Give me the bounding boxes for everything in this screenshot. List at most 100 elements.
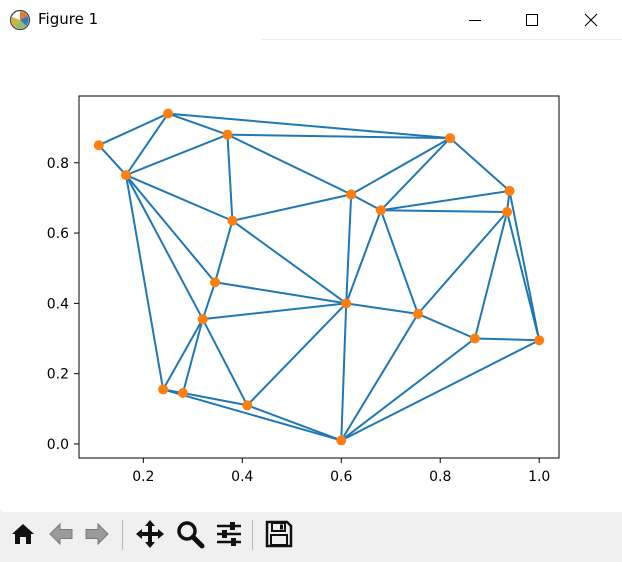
triangulation-edge: [340, 337, 476, 442]
toolbar-separator: [252, 520, 253, 550]
triangulation-edge: [125, 174, 233, 222]
data-point: [534, 335, 545, 346]
x-tick-label: 0.2: [132, 469, 154, 485]
data-point: [412, 308, 423, 319]
triangulation-edge: [506, 211, 541, 341]
triangulation-edge: [350, 137, 451, 196]
maximize-button[interactable]: [503, 0, 561, 39]
triangulation-edge: [350, 193, 382, 212]
y-tick-label: 0.6: [47, 226, 69, 242]
close-icon: [584, 13, 598, 26]
triangulation-edge: [246, 302, 347, 406]
triangulation-edge: [346, 302, 419, 315]
triangulation-edge: [345, 194, 353, 304]
pan-button[interactable]: [133, 516, 167, 552]
window-title: Figure 1: [38, 10, 99, 28]
zoom-button[interactable]: [173, 516, 207, 552]
data-point: [177, 387, 188, 398]
x-tick-label: 1.0: [528, 469, 550, 485]
data-point: [445, 133, 456, 144]
triangulation-edge: [227, 133, 451, 140]
triangulation-edge: [379, 209, 419, 315]
data-point: [346, 189, 357, 200]
back-button[interactable]: [44, 516, 78, 552]
toolbar-separator: [122, 520, 123, 550]
configure-subplots-button[interactable]: [212, 516, 246, 552]
magnifier-icon: [177, 521, 205, 549]
triangulation-edge: [231, 219, 347, 305]
y-tick-label: 0.4: [47, 296, 69, 312]
data-point: [336, 435, 347, 446]
data-point: [158, 384, 169, 395]
triangulation-edge: [125, 133, 228, 177]
sliders-icon: [217, 522, 241, 546]
y-tick-label: 0.0: [47, 437, 69, 453]
minimize-button[interactable]: [446, 0, 504, 39]
triangulation-edge: [201, 281, 217, 320]
data-point: [121, 170, 132, 181]
data-point: [504, 185, 515, 196]
arrow-right-icon: [85, 522, 109, 546]
axes-frame: [78, 95, 560, 459]
triangulation-edge: [449, 137, 511, 192]
data-point: [502, 206, 513, 217]
figure-canvas[interactable]: 0.2 0.4 0.6 0.8 1.0 0.0 0.2 0.4 0.6 0.8: [0, 40, 622, 510]
data-point: [341, 298, 352, 309]
triangulation-edge: [417, 312, 476, 340]
arrow-left-icon: [49, 522, 73, 546]
save-button[interactable]: [262, 516, 296, 552]
data-point: [163, 108, 174, 119]
triangulation-edge: [227, 133, 352, 196]
y-tick-label: 0.8: [47, 156, 69, 172]
triangulation-edge: [201, 318, 249, 406]
delaunay-plot: 0.2 0.4 0.6 0.8 1.0 0.0 0.2 0.4 0.6 0.8: [47, 95, 560, 485]
floppy-disk-icon: [265, 520, 293, 548]
maximize-icon: [526, 13, 538, 26]
triangulation-edge: [181, 318, 204, 394]
minimize-icon: [469, 19, 481, 21]
triangulation-edge: [340, 303, 348, 441]
data-point: [469, 333, 480, 344]
triangulation-edge: [214, 281, 347, 305]
data-point: [197, 314, 208, 325]
triangulation-edge: [162, 388, 342, 442]
title-separator: [262, 39, 622, 40]
triangulation-edge: [125, 174, 216, 283]
y-tick-label: 0.2: [47, 367, 69, 383]
triangulation-edge: [473, 211, 509, 339]
close-button[interactable]: [562, 0, 620, 39]
move-icon: [136, 520, 164, 548]
home-icon: [12, 524, 34, 544]
triangulation-edge: [340, 313, 419, 441]
triangulation-edges: [98, 112, 541, 442]
triangulation-edge: [508, 190, 541, 341]
triangulation-edge: [380, 189, 510, 212]
triangulation-edge: [98, 144, 127, 176]
data-point: [222, 129, 233, 140]
x-axis-ticks: 0.2 0.4 0.6 0.8 1.0: [132, 458, 550, 485]
data-point: [93, 140, 104, 151]
triangulation-edge: [226, 134, 234, 221]
triangulation-edge: [246, 404, 342, 442]
home-button[interactable]: [6, 516, 40, 552]
navigation-toolbar: [0, 512, 622, 562]
matplotlib-logo-icon: [9, 9, 31, 31]
triangulation-edge: [202, 302, 347, 321]
data-point: [242, 400, 253, 411]
forward-button[interactable]: [80, 516, 114, 552]
triangulation-edge: [98, 112, 169, 147]
triangulation-edge: [125, 113, 169, 176]
triangulation-edge: [474, 337, 540, 342]
triangulation-edge: [125, 174, 204, 320]
title-bar: Figure 1: [0, 0, 622, 39]
data-point: [210, 277, 221, 288]
y-axis-ticks: 0.0 0.2 0.4 0.6 0.8: [47, 156, 79, 453]
triangulation-edge: [214, 220, 234, 283]
triangulation-edge: [380, 209, 508, 213]
x-tick-label: 0.4: [231, 469, 253, 485]
triangulation-edge: [232, 193, 352, 222]
triangulation-edge: [167, 112, 451, 140]
triangulation-edge: [340, 339, 540, 442]
triangulation-edge: [417, 211, 508, 315]
triangulation-edge: [380, 137, 451, 211]
